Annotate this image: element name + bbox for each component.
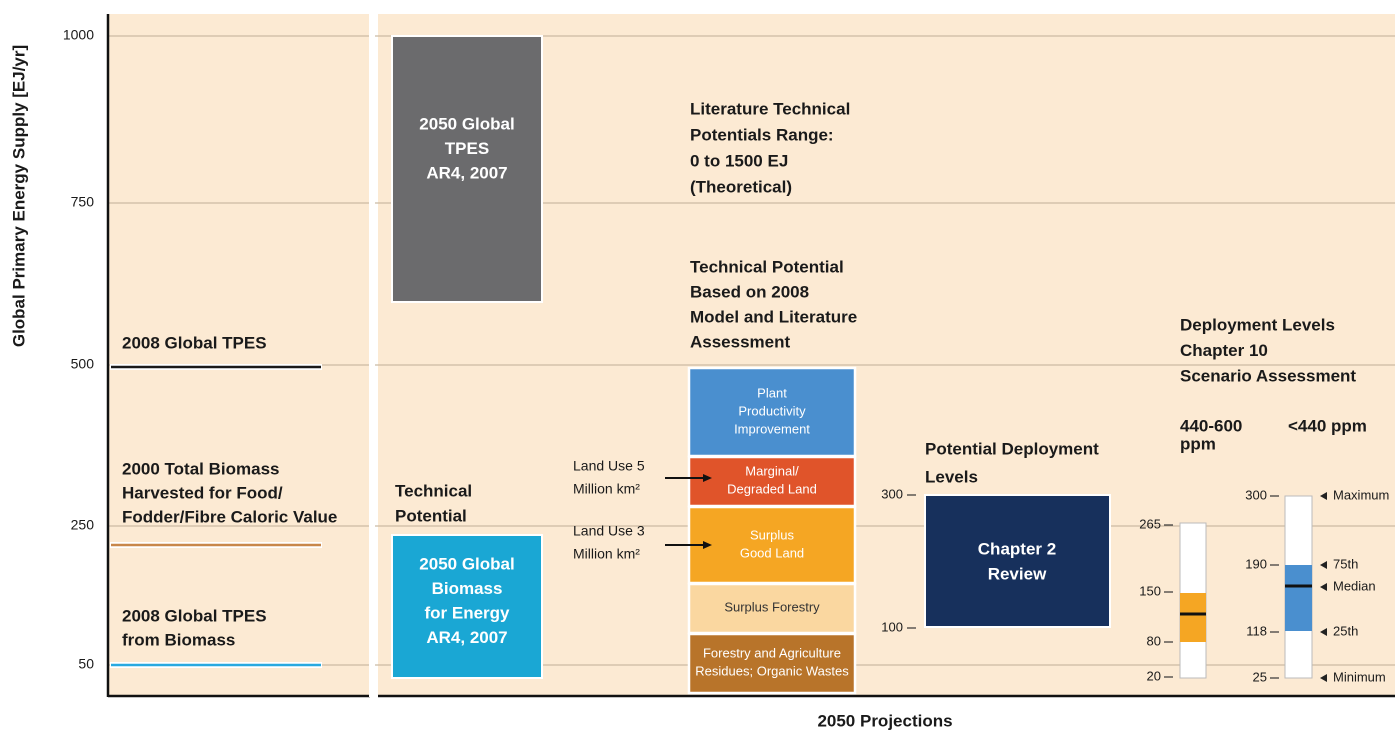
- stack-segment: [687, 632, 857, 695]
- reference-label: Harvested for Food/: [122, 483, 283, 502]
- stack-label: Residues; Organic Wastes: [695, 663, 849, 678]
- range-tick-label: 100: [881, 619, 903, 634]
- scenario-tick-label: 118: [1246, 623, 1267, 638]
- reference-label: Fodder/Fibre Caloric Value: [122, 507, 337, 526]
- right-panel: [378, 14, 1395, 695]
- stack-label: Forestry and Agriculture: [703, 645, 841, 660]
- land-use-label: Million km²: [573, 546, 640, 562]
- marker-label: Median: [1333, 578, 1376, 593]
- scenario-name: <440 ppm: [1288, 416, 1367, 435]
- reference-label: from Biomass: [122, 630, 235, 649]
- stack-label: Productivity: [738, 403, 806, 418]
- box-label: AR4, 2007: [426, 163, 507, 182]
- stack-label: Surplus: [750, 527, 795, 542]
- marker-arrow: [1320, 583, 1327, 591]
- y-tick-label: 750: [71, 194, 95, 210]
- chapter2-box: [924, 494, 1111, 628]
- box-label: Biomass: [432, 579, 503, 598]
- x-axis-title: 2050 Projections: [817, 711, 952, 730]
- stack-label: Plant: [757, 385, 787, 400]
- reference-label: 2000 Total Biomass: [122, 459, 279, 478]
- marker-arrow: [1320, 492, 1327, 500]
- stack-segment: [687, 455, 857, 508]
- marker-label: Maximum: [1333, 487, 1389, 502]
- biomass-box: [391, 534, 543, 679]
- annotation: (Theoretical): [690, 177, 792, 196]
- marker-label: Minimum: [1333, 669, 1386, 684]
- annotation: Potentials Range:: [690, 125, 834, 144]
- scenario-bar: [1179, 522, 1207, 679]
- y-tick-label: 250: [71, 517, 95, 533]
- marker-arrow: [1320, 674, 1327, 682]
- annotation: Deployment Levels: [1180, 315, 1335, 334]
- tpes-box: [391, 35, 543, 303]
- left-panel: [108, 14, 372, 695]
- box-label: AR4, 2007: [426, 628, 507, 647]
- scenario-tick-label: 20: [1147, 668, 1161, 683]
- reference-label: 2008 Global TPES: [122, 606, 267, 625]
- scenario-tick-label: 265: [1139, 516, 1161, 531]
- reference-label: 2008 Global TPES: [122, 333, 267, 352]
- marker-arrow: [1320, 628, 1327, 636]
- marker-label: 25th: [1333, 623, 1358, 638]
- land-use-label: Land Use 3: [573, 523, 645, 539]
- annotation: Assessment: [690, 332, 791, 351]
- y-tick-label: 50: [78, 656, 94, 672]
- stack-label: Degraded Land: [727, 481, 817, 496]
- box-label: Review: [988, 564, 1047, 583]
- annotation: Model and Literature: [690, 307, 857, 326]
- scenario-tick-label: 300: [1245, 487, 1267, 502]
- annotation: Potential Deployment: [925, 439, 1099, 458]
- annotation: Chapter 10: [1180, 341, 1268, 360]
- marker-arrow: [1320, 561, 1327, 569]
- marker-label: 75th: [1333, 556, 1358, 571]
- scenario-bar: [1284, 495, 1313, 679]
- annotation: 0 to 1500 EJ: [690, 151, 788, 170]
- stack-label: Improvement: [734, 421, 810, 436]
- box-label: for Energy: [424, 603, 510, 622]
- y-tick-label: 1000: [63, 27, 94, 43]
- scenario-tick-label: 80: [1147, 633, 1161, 648]
- stack-label: Marginal/: [745, 463, 799, 478]
- annotation: Scenario Assessment: [1180, 366, 1356, 385]
- stack-label: Good Land: [740, 545, 804, 560]
- scenario-tick-label: 25: [1253, 669, 1267, 684]
- y-tick-label: 500: [71, 356, 95, 372]
- annotation: Levels: [925, 467, 978, 486]
- annotation: Based on 2008: [690, 282, 809, 301]
- land-use-label: Land Use 5: [573, 458, 645, 474]
- range-tick-label: 300: [881, 486, 903, 501]
- scenario-name: ppm: [1180, 434, 1216, 453]
- annotation: Potential: [395, 506, 467, 525]
- arrows: [665, 474, 712, 549]
- annotation: Technical: [395, 481, 472, 500]
- box-label: TPES: [445, 139, 489, 158]
- stack-label: Surplus Forestry: [724, 599, 820, 614]
- land-use-label: Million km²: [573, 481, 640, 497]
- box-label: 2050 Global: [419, 114, 514, 133]
- annotation: Literature Technical: [690, 99, 850, 118]
- box-label: Chapter 2: [978, 539, 1056, 558]
- scenario-tick-label: 150: [1139, 583, 1161, 598]
- y-axis-title: Global Primary Energy Supply [EJ/yr]: [9, 45, 28, 347]
- scenario-tick-label: 190: [1245, 556, 1267, 571]
- box-label: 2050 Global: [419, 554, 514, 573]
- scenario-name: 440-600: [1180, 416, 1242, 435]
- annotation: Technical Potential: [690, 257, 844, 276]
